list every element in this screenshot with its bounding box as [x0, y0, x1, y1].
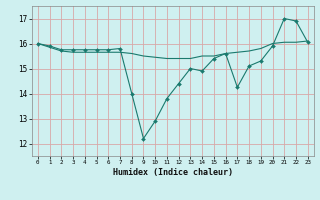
X-axis label: Humidex (Indice chaleur): Humidex (Indice chaleur): [113, 168, 233, 177]
